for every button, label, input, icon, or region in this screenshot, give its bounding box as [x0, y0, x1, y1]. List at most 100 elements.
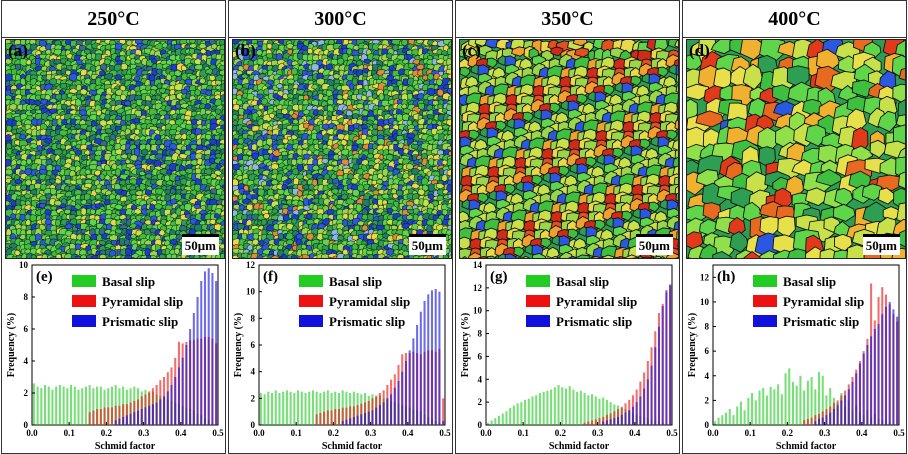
- bar: [297, 390, 300, 425]
- bar: [163, 396, 166, 425]
- bar: [356, 415, 359, 425]
- bar: [337, 409, 341, 425]
- y-axis-label: Frequency (%): [687, 313, 698, 378]
- bar: [516, 403, 519, 425]
- bar: [635, 402, 638, 425]
- bar: [862, 353, 865, 425]
- y-tick-label: 10: [246, 287, 256, 297]
- legend-label: Pyramidal slip: [102, 294, 183, 309]
- scale-bar: 50μm: [862, 234, 900, 255]
- bar: [650, 365, 653, 425]
- bar: [300, 391, 303, 425]
- bar: [330, 393, 333, 425]
- y-tick-label: 2: [705, 395, 710, 405]
- bar: [155, 402, 158, 425]
- bar: [274, 390, 277, 425]
- bar: [535, 395, 538, 425]
- y-tick-label: 12: [473, 283, 483, 293]
- bar: [174, 377, 177, 425]
- bar: [896, 316, 899, 425]
- bar: [267, 391, 270, 425]
- bar: [330, 410, 333, 425]
- bar: [412, 338, 415, 425]
- bar: [602, 421, 605, 425]
- chart-panel-letter: (h): [717, 269, 735, 285]
- bar: [598, 398, 601, 425]
- bar: [341, 421, 344, 425]
- bar: [107, 388, 110, 425]
- x-tick-label: 0.3: [819, 428, 831, 438]
- bar: [605, 420, 608, 425]
- bar: [568, 386, 571, 425]
- bar: [345, 419, 348, 425]
- bar: [438, 291, 441, 425]
- bar: [605, 414, 608, 425]
- bar: [323, 391, 326, 425]
- y-tick-label: 2: [24, 388, 29, 398]
- bar: [494, 418, 497, 425]
- bar: [765, 395, 768, 425]
- y-tick-label: 8: [24, 292, 29, 302]
- series-prismatic-slip: [341, 289, 445, 425]
- y-tick-label: 8: [705, 322, 710, 332]
- bar: [118, 405, 121, 425]
- bar: [334, 391, 337, 425]
- bar: [110, 386, 114, 425]
- bar: [66, 388, 69, 425]
- bar: [814, 415, 817, 425]
- bar: [605, 399, 608, 425]
- bar: [557, 385, 560, 425]
- legend-swatch: [753, 295, 777, 307]
- legend-label: Pyramidal slip: [556, 294, 637, 309]
- bar: [546, 390, 549, 425]
- bar: [259, 393, 262, 425]
- bar: [501, 413, 504, 425]
- bar: [133, 412, 136, 425]
- x-tick-label: 0.4: [402, 428, 414, 438]
- legend-label: Basal slip: [556, 274, 609, 289]
- bar: [196, 297, 199, 425]
- bar: [810, 417, 813, 425]
- bar: [851, 381, 854, 425]
- bar: [285, 390, 288, 425]
- bar: [215, 281, 218, 425]
- bar: [631, 406, 634, 425]
- y-tick-label: 10: [473, 306, 483, 316]
- bar: [654, 347, 657, 425]
- bar: [323, 411, 326, 425]
- bar: [84, 386, 87, 425]
- bar: [404, 361, 407, 425]
- x-tick-label: 0.1: [745, 428, 757, 438]
- bar: [293, 393, 296, 425]
- legend-swatch: [753, 315, 777, 327]
- y-tick-label: 14: [473, 260, 483, 270]
- bar: [847, 389, 850, 425]
- bar: [304, 393, 307, 425]
- bar: [617, 417, 620, 425]
- bar: [806, 418, 809, 425]
- bar: [799, 375, 802, 425]
- bar: [47, 386, 50, 425]
- bar: [736, 406, 739, 425]
- bar: [326, 410, 329, 425]
- bar: [51, 389, 54, 425]
- chart-panel-letter: (e): [36, 269, 53, 285]
- bar: [531, 396, 534, 425]
- legend-swatch: [526, 275, 550, 287]
- y-tick-label: 12: [700, 272, 710, 282]
- column-300c: 300°C (b) 50μm 0.0 0.1 0.2 0.3 0.4 0.5 0 2 4 6 8 10…: [228, 0, 453, 454]
- bar: [728, 409, 731, 425]
- bar: [118, 418, 121, 425]
- bar: [367, 411, 370, 425]
- bar: [866, 345, 869, 425]
- bar: [319, 393, 322, 425]
- bar: [96, 386, 99, 425]
- ebsd-map: [232, 39, 452, 259]
- bar: [189, 329, 192, 425]
- x-tick-label: 0.4: [856, 428, 868, 438]
- bar: [40, 388, 43, 425]
- bar: [788, 368, 791, 425]
- bar: [892, 309, 895, 425]
- bar: [594, 396, 597, 425]
